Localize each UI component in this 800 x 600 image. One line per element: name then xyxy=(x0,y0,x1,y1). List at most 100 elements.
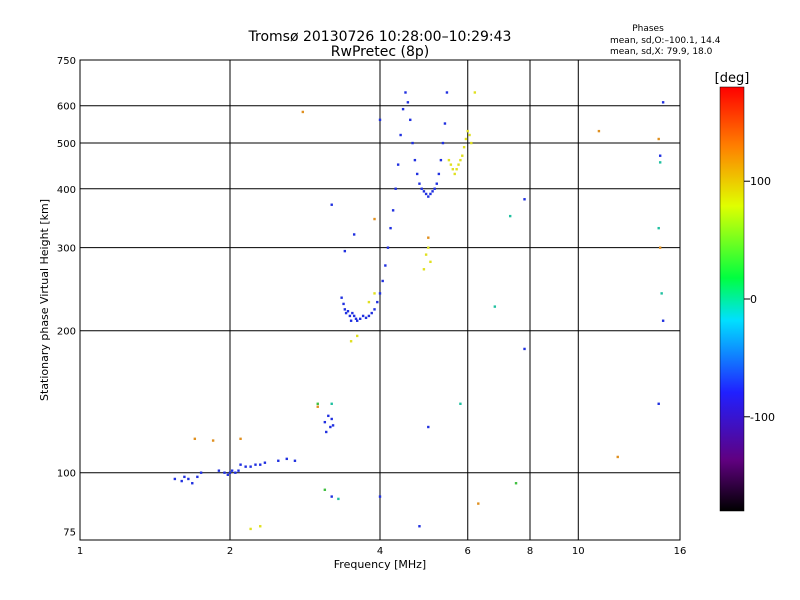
data-point xyxy=(191,482,194,485)
data-point xyxy=(459,158,462,162)
data-point xyxy=(330,495,333,498)
data-point xyxy=(355,319,359,322)
data-point xyxy=(364,316,368,320)
data-point xyxy=(427,425,430,429)
data-point xyxy=(211,439,215,442)
data-point xyxy=(411,141,414,145)
data-point xyxy=(427,246,430,249)
data-point xyxy=(399,133,402,137)
data-point xyxy=(508,214,512,218)
data-point xyxy=(355,334,359,338)
data-point xyxy=(523,347,526,351)
data-point xyxy=(418,525,421,528)
data-point xyxy=(180,479,183,483)
data-point xyxy=(658,154,662,157)
data-point xyxy=(173,477,177,481)
data-point xyxy=(660,292,663,295)
data-point xyxy=(342,302,345,306)
data-point xyxy=(493,305,497,308)
data-point xyxy=(239,437,242,441)
phases-x-stats: mean, sd,X: 79.9, 18.0 xyxy=(610,47,713,57)
data-point xyxy=(325,430,328,434)
data-point xyxy=(329,425,332,429)
data-point xyxy=(323,488,327,491)
colorbar: [deg] 100 0 -100 xyxy=(715,71,775,512)
data-point xyxy=(435,182,438,185)
data-point xyxy=(354,317,358,320)
data-point xyxy=(431,190,434,193)
data-point xyxy=(404,91,407,94)
data-point xyxy=(228,471,232,474)
data-point xyxy=(373,292,376,295)
data-point xyxy=(249,527,252,531)
data-point xyxy=(514,482,518,485)
data-point xyxy=(254,463,257,466)
x-tick-label: 2 xyxy=(227,546,233,557)
plot-area: 1 2 4 6 8 10 16 75 100 200 300 400 500 600 750 xyxy=(57,56,686,557)
data-point xyxy=(477,502,480,505)
data-point xyxy=(277,459,280,462)
y-tick-label: 400 xyxy=(57,185,76,196)
data-point xyxy=(523,198,526,201)
data-point xyxy=(293,459,297,462)
data-point xyxy=(378,292,382,295)
data-point xyxy=(455,168,458,171)
data-point xyxy=(457,163,460,166)
data-point xyxy=(394,187,397,190)
x-tick-label: 4 xyxy=(377,546,383,557)
data-point xyxy=(616,455,619,459)
data-point xyxy=(401,107,405,111)
data-point xyxy=(429,260,432,264)
data-point xyxy=(661,101,665,104)
data-point xyxy=(409,118,412,122)
data-point xyxy=(361,314,365,318)
data-point xyxy=(234,471,237,474)
data-point xyxy=(330,402,333,405)
data-point xyxy=(413,158,417,162)
data-point xyxy=(381,279,384,283)
data-point xyxy=(337,497,340,501)
data-point xyxy=(422,268,426,271)
data-point xyxy=(239,463,242,466)
data-point xyxy=(349,319,353,322)
data-point xyxy=(466,129,469,133)
data-point xyxy=(461,154,464,157)
y-tick-label: 75 xyxy=(63,528,76,539)
data-point xyxy=(230,469,234,472)
data-point xyxy=(226,473,230,476)
x-tick-label: 8 xyxy=(527,546,533,557)
colorbar-tick-label: 0 xyxy=(750,293,757,306)
data-point xyxy=(196,475,199,479)
data-point xyxy=(447,158,451,162)
data-point xyxy=(445,91,449,94)
data-point xyxy=(427,236,430,239)
data-point xyxy=(346,310,350,313)
data-point xyxy=(373,308,376,311)
data-point xyxy=(378,118,382,122)
data-point xyxy=(367,300,371,304)
data-point xyxy=(343,249,347,253)
data-point xyxy=(441,141,445,145)
data-point xyxy=(386,246,390,249)
data-point xyxy=(424,253,428,256)
data-point xyxy=(415,172,419,176)
colorbar-tick-label: 100 xyxy=(750,175,771,188)
data-point xyxy=(597,129,601,133)
x-tick-label: 16 xyxy=(674,546,687,557)
data-point xyxy=(658,161,662,164)
y-tick-label: 750 xyxy=(57,56,76,67)
data-point xyxy=(316,405,319,408)
data-point xyxy=(424,192,428,196)
phases-o-stats: mean, sd,O:–100.1, 14.4 xyxy=(610,36,721,46)
data-point xyxy=(418,182,421,185)
data-point xyxy=(343,308,347,311)
data-point xyxy=(459,402,462,405)
data-point xyxy=(344,311,348,315)
x-axis-label: Frequency [MHz] xyxy=(334,558,426,571)
data-point xyxy=(340,296,343,299)
data-point xyxy=(427,195,430,198)
data-point xyxy=(453,172,456,176)
data-point xyxy=(422,190,426,193)
data-point xyxy=(237,469,240,472)
data-point xyxy=(464,137,468,141)
